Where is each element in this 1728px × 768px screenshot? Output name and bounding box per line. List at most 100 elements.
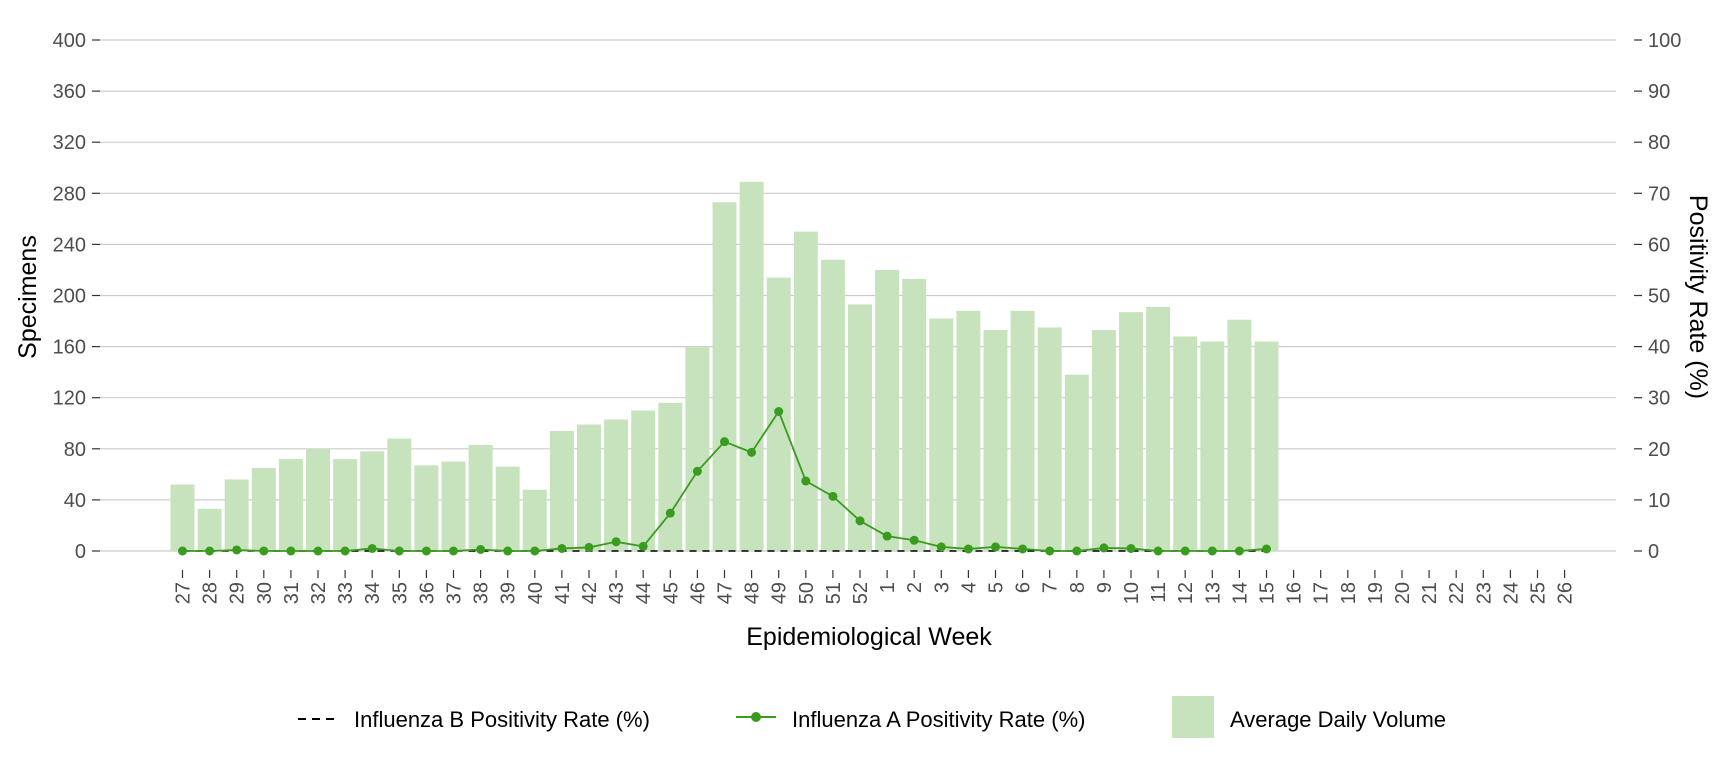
x-tick-label: 6 [1013, 582, 1035, 593]
data-point [963, 544, 973, 554]
data-point [557, 543, 567, 553]
data-point [1262, 544, 1271, 554]
x-tick-label: 19 [1365, 582, 1387, 604]
data-point [801, 476, 811, 486]
bar [414, 465, 439, 551]
data-point [1018, 544, 1028, 554]
x-tick-label: 17 [1311, 582, 1333, 604]
x-tick-label: 32 [308, 582, 330, 604]
data-point [205, 546, 215, 556]
data-point [1234, 546, 1244, 556]
bar-series-average-daily-volume [170, 181, 1279, 552]
x-tick-label: 28 [200, 582, 222, 604]
bar [549, 430, 574, 551]
x-tick-label: 35 [389, 582, 411, 604]
data-point [1207, 546, 1217, 556]
left-tick-label: 160 [53, 337, 86, 359]
data-point [1153, 546, 1163, 556]
x-tick-label: 45 [660, 582, 682, 604]
bar [739, 181, 764, 552]
data-point [665, 508, 675, 518]
bar [387, 438, 412, 551]
x-tick-label: 4 [958, 582, 980, 593]
bar [495, 466, 520, 551]
right-tick-label: 50 [1648, 286, 1670, 308]
x-tick-label: 29 [227, 582, 249, 604]
x-axis-title: Epidemiological Week [746, 623, 992, 651]
right-tick-label: 60 [1648, 234, 1670, 256]
x-tick-label: 10 [1121, 582, 1143, 604]
x-tick-label: 1 [877, 582, 899, 593]
bar [360, 451, 385, 551]
legend-swatch-bar [1172, 696, 1214, 738]
bar [1227, 319, 1252, 551]
legend-item-influenza-a: Influenza A Positivity Rate (%) [736, 707, 1085, 732]
bar [251, 467, 276, 551]
data-point [503, 546, 513, 556]
x-tick-label: 40 [525, 582, 547, 604]
x-tick-label: 8 [1067, 582, 1089, 593]
left-tick-label: 120 [53, 388, 86, 410]
x-tick-label: 14 [1229, 582, 1251, 604]
right-tick-label: 90 [1648, 81, 1670, 103]
x-tick-label: 22 [1446, 582, 1468, 604]
data-point [530, 546, 540, 556]
data-point [828, 491, 838, 501]
bar [1173, 336, 1198, 551]
x-tick-label: 52 [850, 582, 872, 604]
x-tick-label: 51 [823, 582, 845, 604]
data-point [882, 531, 892, 541]
left-tick-label: 360 [53, 81, 86, 103]
x-tick-label: 13 [1202, 582, 1224, 604]
x-tick-label: 26 [1555, 582, 1577, 604]
data-point [1072, 546, 1082, 556]
x-tick-label: 31 [281, 582, 303, 604]
bar [956, 310, 981, 551]
legend-label: Influenza A Positivity Rate (%) [792, 707, 1085, 732]
bar [793, 231, 818, 551]
bar [468, 444, 493, 551]
left-tick-label: 0 [75, 541, 86, 563]
left-tick-label: 320 [53, 132, 86, 154]
x-tick-label: 38 [471, 582, 493, 604]
x-tick-label: 36 [416, 582, 438, 604]
x-tick-label: 42 [579, 582, 601, 604]
bar [1146, 306, 1171, 551]
bar [658, 402, 683, 551]
bar [577, 424, 601, 551]
right-tick-label: 0 [1648, 541, 1659, 563]
data-point [286, 546, 296, 556]
data-point [421, 546, 431, 556]
data-point [611, 537, 621, 547]
data-point [232, 545, 242, 555]
bar [1010, 310, 1035, 551]
right-tick-label: 70 [1648, 183, 1670, 205]
left-y-axis: 0 40 80 120 160 200 240 280 320 360 400 [53, 30, 100, 563]
legend-item-average-daily-volume: Average Daily Volume [1172, 696, 1446, 738]
data-point [1126, 543, 1136, 553]
bar [522, 489, 547, 551]
x-tick-label: 25 [1528, 582, 1550, 604]
data-point [991, 542, 1000, 552]
bar [170, 484, 195, 551]
data-point [692, 466, 702, 476]
bar [197, 508, 222, 551]
data-point [855, 516, 865, 526]
bar [306, 448, 330, 551]
x-tick-label: 20 [1392, 582, 1414, 604]
bar [875, 269, 900, 551]
legend-label: Influenza B Positivity Rate (%) [354, 707, 650, 732]
x-tick-label: 39 [498, 582, 520, 604]
x-tick-label: 33 [335, 582, 357, 604]
x-axis: 27 28 29 30 31 32 33 34 35 36 37 38 39 40 41 42 43 44 45 46… [173, 570, 1577, 604]
legend-item-influenza-b: Influenza B Positivity Rate (%) [298, 707, 650, 732]
data-point [584, 542, 594, 552]
bar [333, 459, 358, 551]
data-point [178, 546, 187, 556]
right-tick-label: 20 [1648, 439, 1670, 461]
data-point [313, 546, 323, 556]
left-tick-label: 40 [64, 490, 86, 512]
right-tick-label: 100 [1648, 30, 1681, 52]
x-tick-label: 34 [362, 582, 384, 604]
